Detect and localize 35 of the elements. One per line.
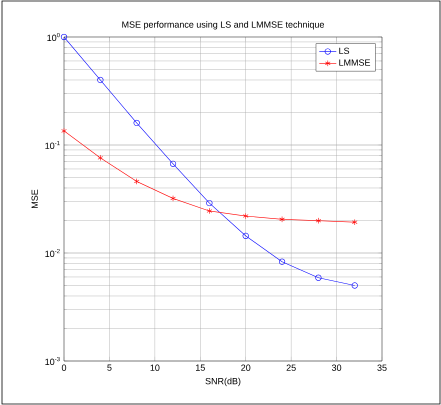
y-tick-label: 10$^{0}$ bbox=[47, 32, 60, 42]
point bbox=[206, 208, 212, 214]
y-axis-title: MSE bbox=[32, 190, 38, 208]
x-tick-label: 20 bbox=[241, 364, 250, 371]
x-tick-label: 10 bbox=[150, 364, 160, 371]
legend-label: LS bbox=[339, 48, 350, 54]
x-tick-label: 15 bbox=[196, 364, 205, 371]
point bbox=[352, 282, 358, 289]
point bbox=[242, 212, 248, 220]
y-tick-label: 10$^{-1}$ bbox=[45, 141, 60, 150]
y-tick-label: 10$^{-3}$ bbox=[45, 356, 60, 366]
point bbox=[134, 178, 140, 185]
point bbox=[278, 258, 286, 265]
x-tick-label: 0 bbox=[62, 364, 66, 371]
chart-title: MSE performance using LS and LMMSE technique bbox=[122, 21, 324, 30]
point bbox=[316, 218, 322, 224]
x-tick-label: 5 bbox=[107, 364, 112, 371]
point bbox=[315, 274, 322, 281]
point bbox=[279, 216, 285, 222]
point bbox=[170, 195, 176, 202]
x-tick-label: 25 bbox=[286, 364, 296, 371]
point bbox=[134, 120, 140, 126]
y-tick-label: 10$^{-2}$ bbox=[45, 248, 60, 258]
point bbox=[206, 200, 212, 206]
x-axis-title: SNR(dB) bbox=[205, 378, 240, 386]
point bbox=[170, 160, 176, 167]
legend-label: LMMSE bbox=[339, 59, 370, 66]
point bbox=[98, 154, 104, 161]
x-tick-label: 35 bbox=[377, 364, 387, 371]
point bbox=[97, 76, 104, 84]
point bbox=[60, 34, 68, 40]
x-tick-label: 30 bbox=[332, 364, 342, 371]
point bbox=[242, 232, 249, 239]
point bbox=[61, 128, 67, 134]
point bbox=[352, 219, 358, 226]
